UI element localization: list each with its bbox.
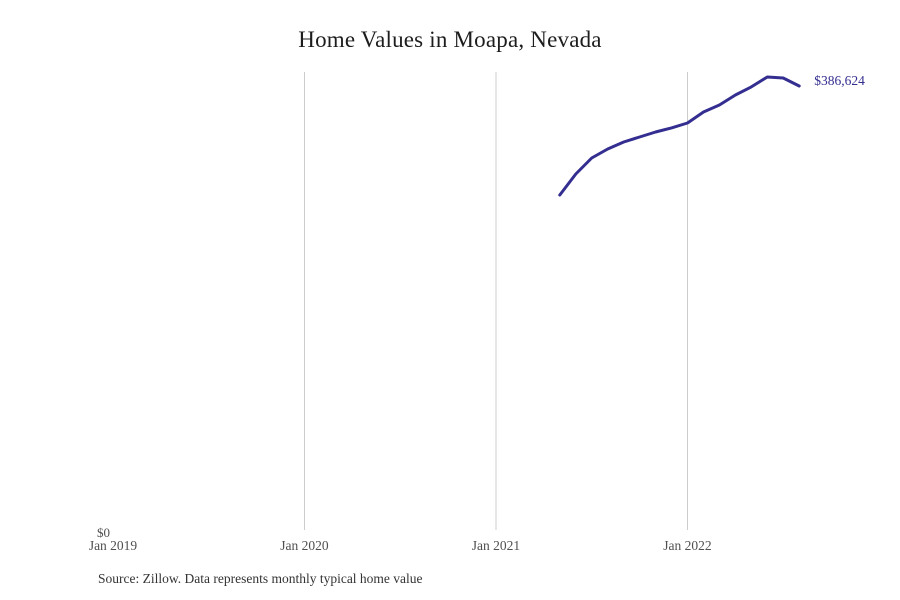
home-value-line [558, 75, 801, 197]
x-tick-jan-2019: Jan 2019 [89, 538, 138, 553]
x-tick-jan-2020: Jan 2020 [280, 538, 329, 553]
source-note: Source: Zillow. Data represents monthly … [98, 571, 423, 586]
x-tick-jan-2021: Jan 2021 [472, 538, 520, 553]
y-tick-zero: $0 [97, 525, 110, 540]
x-tick-jan-2022: Jan 2022 [663, 538, 711, 553]
chart-title: Home Values in Moapa, Nevada [298, 27, 602, 52]
end-value-label: $386,624 [814, 73, 865, 88]
